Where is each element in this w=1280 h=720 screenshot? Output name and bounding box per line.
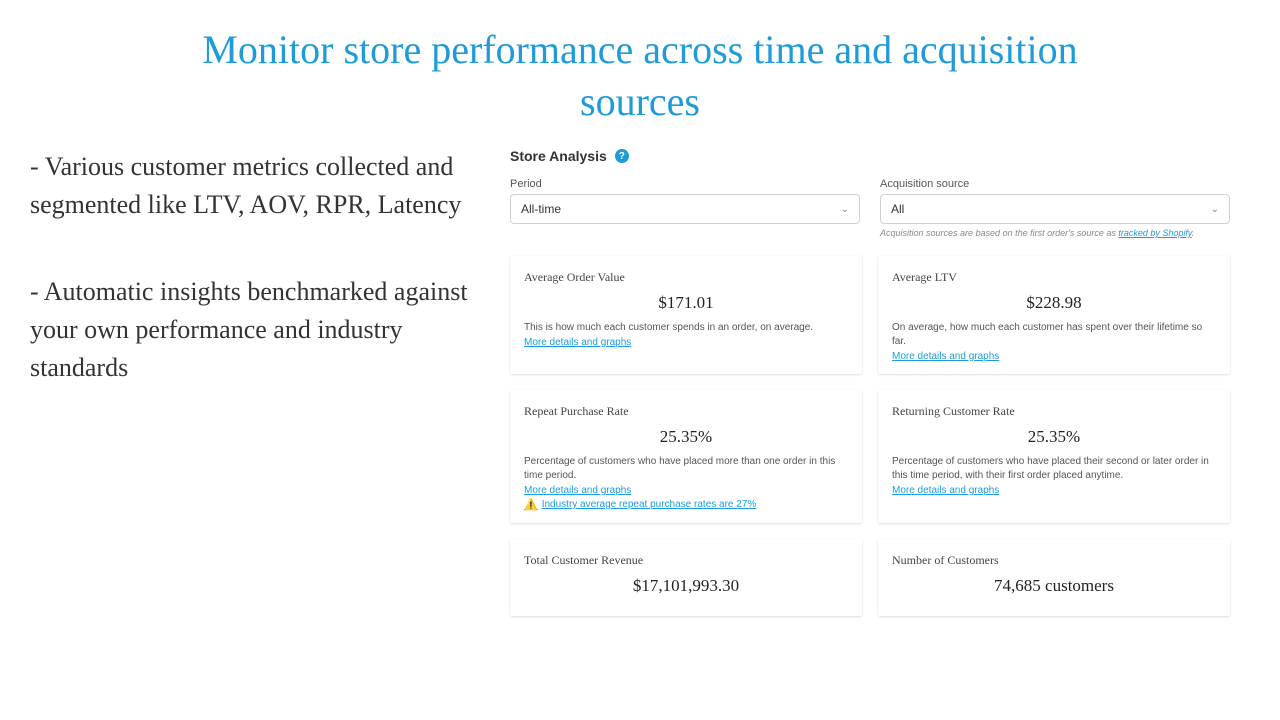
help-icon[interactable]: ?	[615, 149, 629, 163]
card-desc: Percentage of customers who have placed …	[524, 455, 848, 483]
card-title: Repeat Purchase Rate	[524, 404, 848, 419]
source-select[interactable]: All ⌄	[880, 194, 1230, 224]
warning-text: Industry average repeat purchase rates a…	[542, 499, 757, 510]
card-title: Returning Customer Rate	[892, 404, 1216, 419]
more-details-link[interactable]: More details and graphs	[524, 485, 848, 496]
card-value: 25.35%	[524, 427, 848, 447]
more-details-link[interactable]: More details and graphs	[524, 337, 848, 348]
card-aov: Average Order Value $171.01 This is how …	[510, 256, 862, 374]
bullet-1: - Various customer metrics collected and…	[30, 148, 490, 223]
card-desc: Percentage of customers who have placed …	[892, 455, 1216, 483]
card-desc: On average, how much each customer has s…	[892, 321, 1216, 349]
hint-link[interactable]: tracked by Shopify	[1118, 228, 1191, 238]
panel-title-row: Store Analysis ?	[510, 148, 1230, 164]
chevron-down-icon: ⌄	[1211, 204, 1219, 215]
period-value: All-time	[521, 202, 561, 216]
card-value: $17,101,993.30	[524, 576, 848, 596]
main-layout: - Various customer metrics collected and…	[0, 148, 1280, 616]
warning-icon: ⚠️	[524, 498, 538, 511]
card-rpr: Repeat Purchase Rate 25.35% Percentage o…	[510, 390, 862, 523]
card-title: Average LTV	[892, 270, 1216, 285]
period-filter-group: Period All-time ⌄	[510, 178, 860, 238]
period-select[interactable]: All-time ⌄	[510, 194, 860, 224]
card-rcr: Returning Customer Rate 25.35% Percentag…	[878, 390, 1230, 523]
industry-benchmark-warning[interactable]: ⚠️ Industry average repeat purchase rate…	[524, 498, 848, 511]
chevron-down-icon: ⌄	[841, 204, 849, 215]
source-value: All	[891, 202, 904, 216]
source-label: Acquisition source	[880, 178, 1230, 190]
card-desc: This is how much each customer spends in…	[524, 321, 848, 335]
card-title: Average Order Value	[524, 270, 848, 285]
hint-text: Acquisition sources are based on the fir…	[880, 228, 1118, 238]
card-value: $228.98	[892, 293, 1216, 313]
page-headline: Monitor store performance across time an…	[0, 0, 1280, 148]
period-label: Period	[510, 178, 860, 190]
panel-title: Store Analysis	[510, 148, 607, 164]
card-ltv: Average LTV $228.98 On average, how much…	[878, 256, 1230, 374]
filter-row: Period All-time ⌄ Acquisition source All…	[510, 178, 1230, 238]
more-details-link[interactable]: More details and graphs	[892, 485, 1216, 496]
card-tcr: Total Customer Revenue $17,101,993.30	[510, 539, 862, 616]
card-value: $171.01	[524, 293, 848, 313]
card-noc: Number of Customers 74,685 customers	[878, 539, 1230, 616]
card-title: Total Customer Revenue	[524, 553, 848, 568]
store-analysis-panel: Store Analysis ? Period All-time ⌄ Acqui…	[510, 148, 1230, 616]
marketing-bullets: - Various customer metrics collected and…	[30, 148, 510, 616]
card-title: Number of Customers	[892, 553, 1216, 568]
source-filter-group: Acquisition source All ⌄ Acquisition sou…	[880, 178, 1230, 238]
bullet-2: - Automatic insights benchmarked against…	[30, 273, 490, 386]
source-hint: Acquisition sources are based on the fir…	[880, 228, 1230, 238]
metric-cards-grid: Average Order Value $171.01 This is how …	[510, 256, 1230, 616]
card-value: 25.35%	[892, 427, 1216, 447]
card-value: 74,685 customers	[892, 576, 1216, 596]
more-details-link[interactable]: More details and graphs	[892, 351, 1216, 362]
